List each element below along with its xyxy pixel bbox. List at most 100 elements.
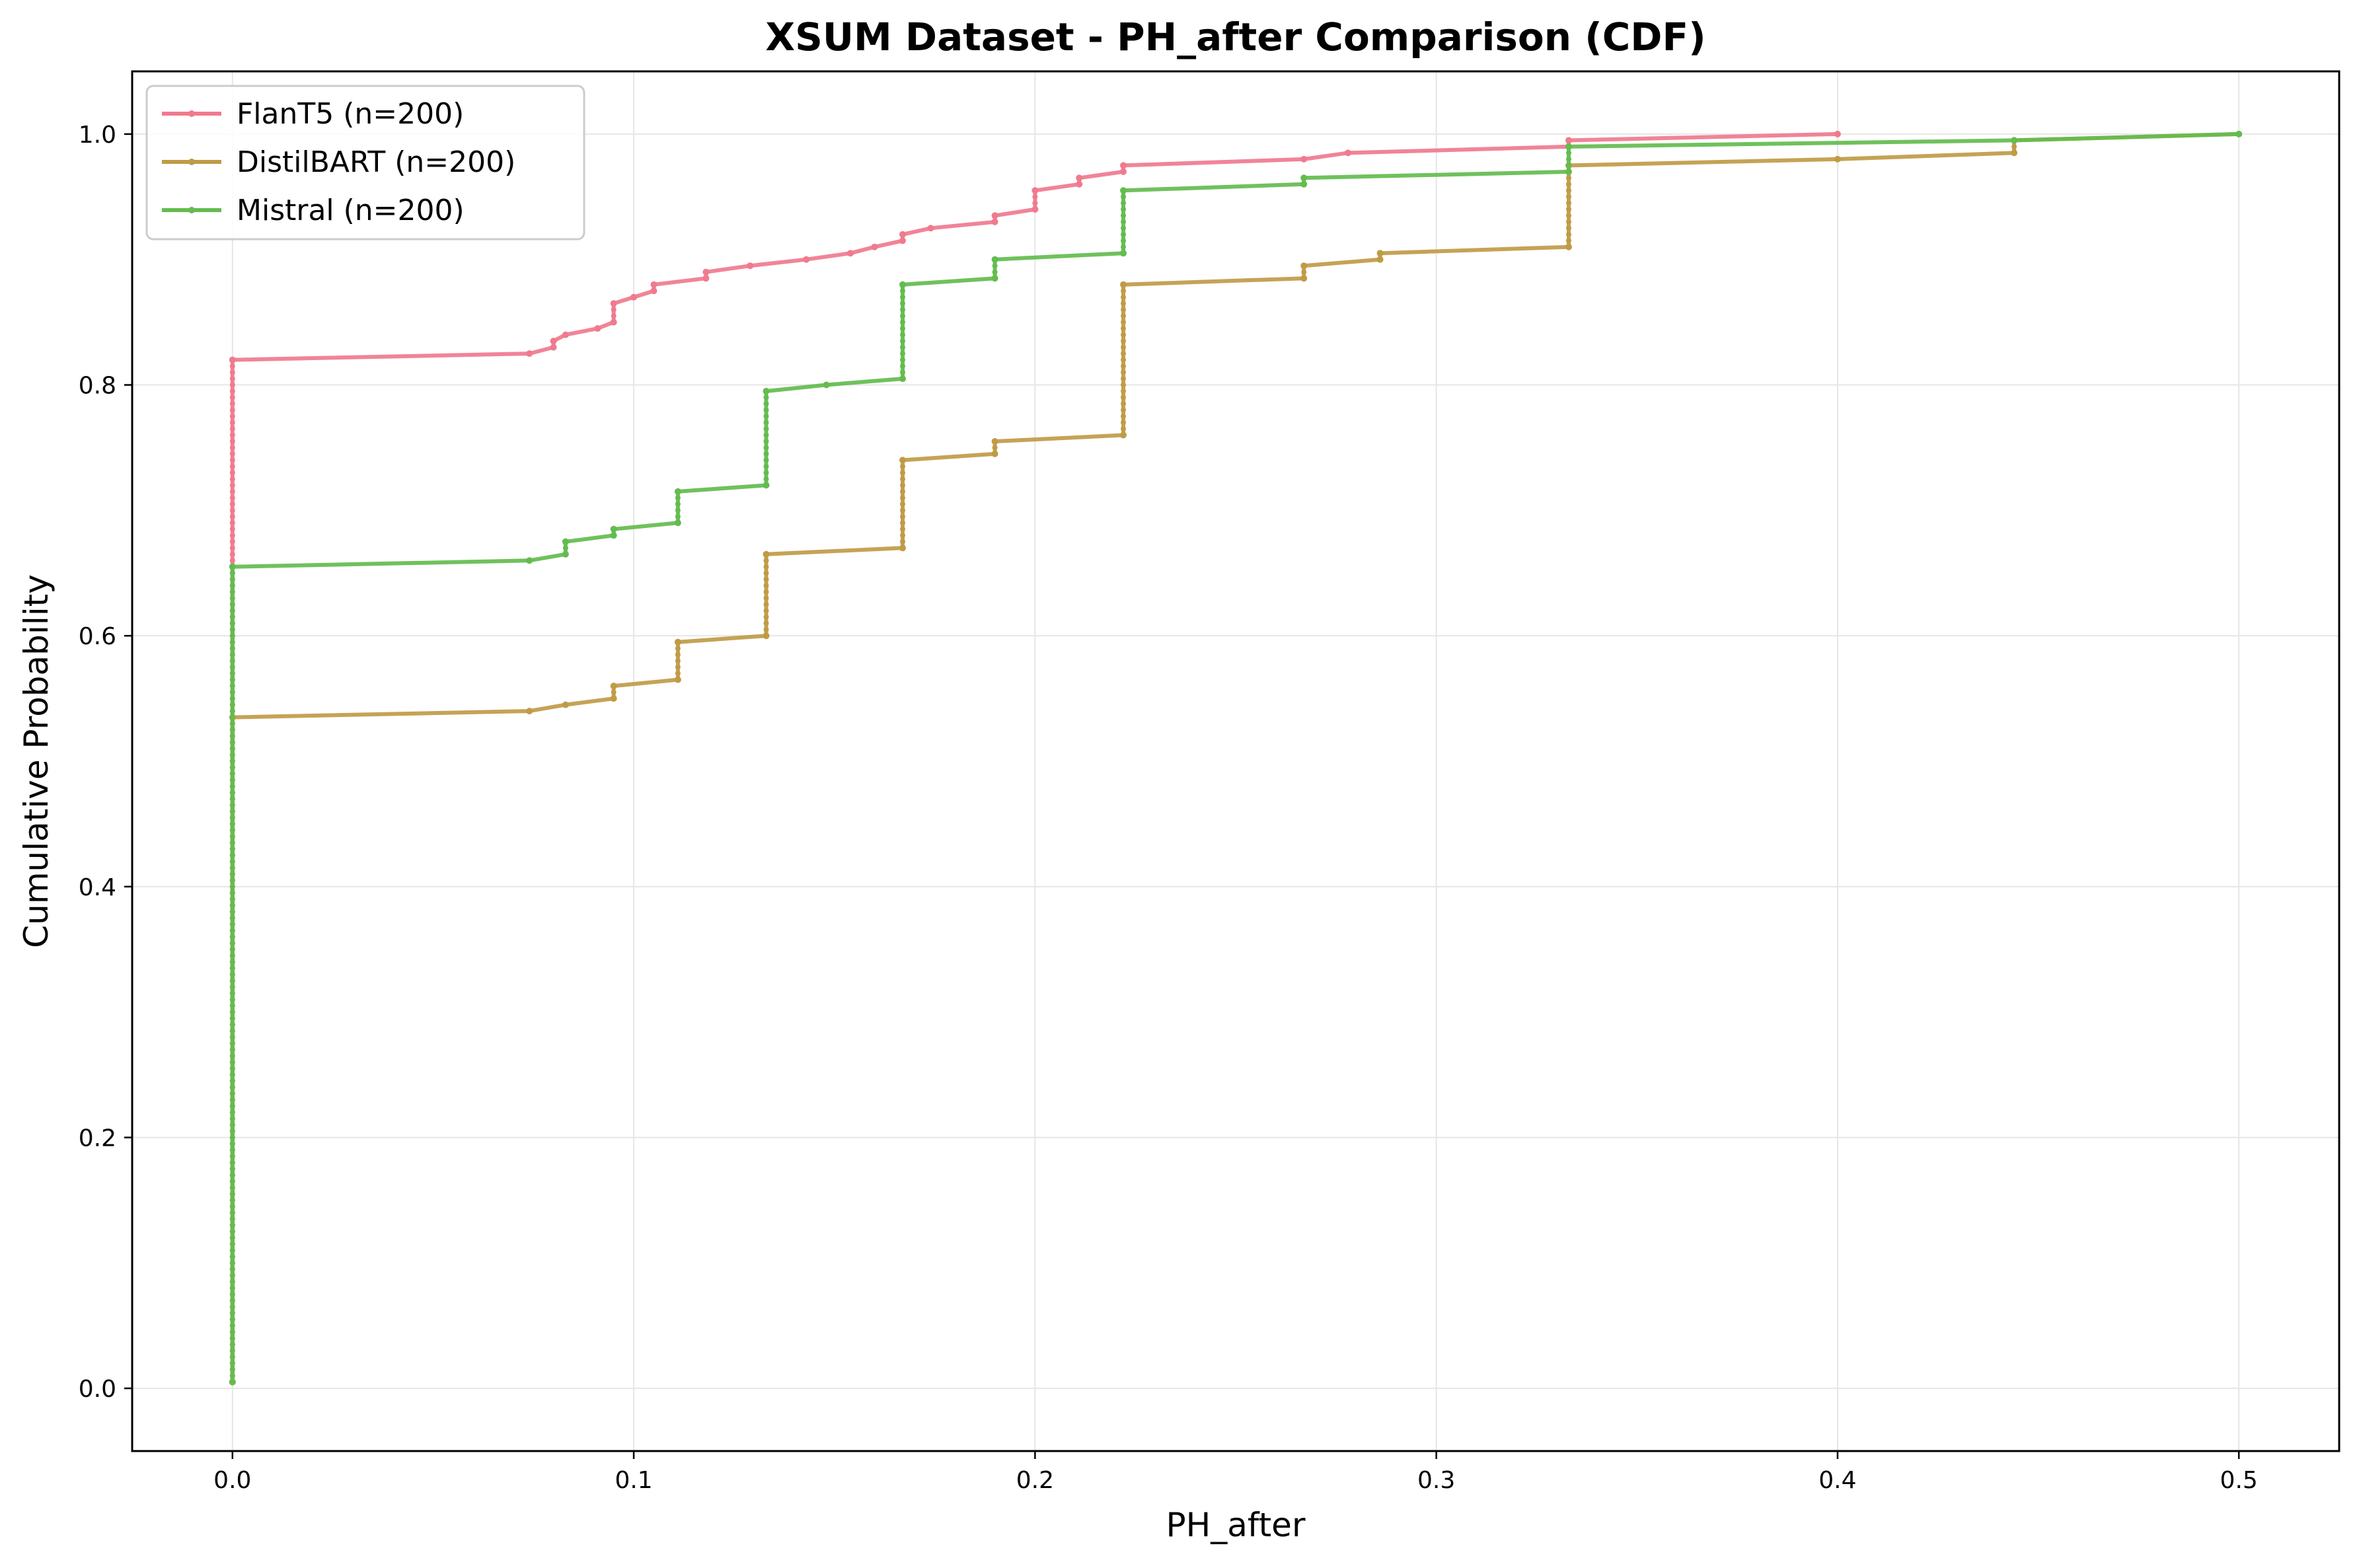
data-point bbox=[675, 664, 681, 670]
data-point bbox=[229, 714, 235, 720]
data-point bbox=[229, 1153, 235, 1159]
data-point bbox=[1565, 143, 1572, 150]
data-point bbox=[229, 576, 235, 582]
data-point bbox=[229, 1191, 235, 1197]
data-point bbox=[991, 275, 998, 282]
data-point bbox=[229, 928, 235, 934]
data-point bbox=[747, 262, 754, 270]
data-point bbox=[630, 293, 638, 301]
data-point bbox=[526, 350, 533, 357]
data-point bbox=[229, 445, 235, 451]
data-point bbox=[1376, 256, 1384, 263]
x-axis: 0.0 0.1 0.2 0.3 0.4 0.5 bbox=[213, 1451, 2258, 1494]
data-point bbox=[763, 576, 769, 582]
data-point bbox=[650, 287, 657, 295]
data-point bbox=[229, 1116, 235, 1121]
data-point bbox=[229, 1053, 235, 1059]
data-point bbox=[900, 369, 905, 375]
data-point bbox=[229, 1216, 235, 1222]
data-point bbox=[991, 256, 998, 263]
data-point bbox=[229, 658, 235, 664]
data-point bbox=[229, 1241, 235, 1247]
data-point bbox=[229, 1341, 235, 1347]
data-point bbox=[763, 476, 769, 482]
data-point bbox=[900, 513, 905, 519]
data-point bbox=[610, 695, 617, 702]
legend-marker bbox=[188, 110, 195, 117]
data-point bbox=[763, 570, 769, 576]
data-point bbox=[229, 1022, 235, 1027]
data-point bbox=[229, 1335, 235, 1341]
data-point bbox=[1121, 344, 1126, 350]
data-point bbox=[1376, 250, 1384, 257]
data-point bbox=[823, 381, 830, 389]
data-point bbox=[1121, 244, 1126, 250]
data-point bbox=[899, 375, 906, 383]
data-point bbox=[610, 683, 617, 690]
data-point bbox=[229, 1348, 235, 1354]
data-point bbox=[229, 507, 235, 513]
data-point bbox=[1121, 326, 1126, 332]
data-point bbox=[229, 909, 235, 915]
series-2 bbox=[229, 130, 2243, 1386]
data-point bbox=[900, 476, 905, 482]
data-point bbox=[1121, 351, 1126, 357]
data-point bbox=[229, 696, 235, 702]
data-point bbox=[229, 1279, 235, 1285]
data-point bbox=[763, 414, 769, 419]
data-point bbox=[900, 332, 905, 338]
data-point bbox=[763, 457, 769, 463]
data-point bbox=[1565, 243, 1572, 250]
data-point bbox=[229, 677, 235, 683]
data-point bbox=[229, 1147, 235, 1153]
data-point bbox=[763, 451, 769, 457]
data-point bbox=[1121, 319, 1126, 325]
y-tick-label: 1.0 bbox=[79, 122, 116, 149]
data-point bbox=[1031, 205, 1039, 213]
data-point bbox=[562, 701, 569, 708]
y-tick-label: 0.8 bbox=[79, 373, 116, 400]
y-tick-label: 0.6 bbox=[79, 623, 116, 650]
x-tick-label: 0.4 bbox=[1818, 1467, 1856, 1494]
data-point bbox=[1121, 376, 1126, 382]
data-point bbox=[1121, 357, 1126, 363]
data-point bbox=[763, 401, 769, 406]
data-point bbox=[611, 307, 617, 313]
data-point bbox=[1121, 407, 1126, 413]
data-point bbox=[610, 525, 617, 533]
data-point bbox=[229, 356, 236, 363]
data-point bbox=[1121, 414, 1126, 419]
data-point bbox=[229, 759, 235, 764]
data-point bbox=[229, 394, 235, 400]
data-point bbox=[229, 1285, 235, 1291]
data-point bbox=[1121, 332, 1126, 338]
data-point bbox=[1566, 231, 1571, 237]
data-point bbox=[871, 243, 878, 250]
x-tick-label: 0.5 bbox=[2220, 1467, 2258, 1494]
data-point bbox=[763, 550, 770, 558]
data-point bbox=[229, 752, 235, 758]
data-point bbox=[900, 488, 905, 494]
data-point bbox=[1566, 200, 1571, 206]
data-point bbox=[526, 557, 533, 564]
data-point bbox=[229, 721, 235, 727]
data-point bbox=[1121, 313, 1126, 319]
data-point bbox=[229, 526, 235, 532]
data-point bbox=[1121, 213, 1126, 219]
data-point bbox=[562, 550, 569, 558]
data-point bbox=[763, 388, 770, 394]
x-tick-label: 0.2 bbox=[1016, 1467, 1054, 1494]
data-point bbox=[1121, 389, 1126, 394]
data-point bbox=[594, 325, 601, 332]
data-point bbox=[899, 231, 906, 238]
data-point bbox=[229, 940, 235, 946]
data-point bbox=[900, 539, 905, 544]
data-point bbox=[229, 1266, 235, 1272]
data-point bbox=[229, 1122, 235, 1128]
data-point bbox=[229, 1248, 235, 1253]
data-point bbox=[991, 438, 998, 445]
data-point bbox=[229, 1028, 235, 1034]
data-point bbox=[229, 1203, 235, 1209]
data-point bbox=[1834, 130, 1841, 137]
